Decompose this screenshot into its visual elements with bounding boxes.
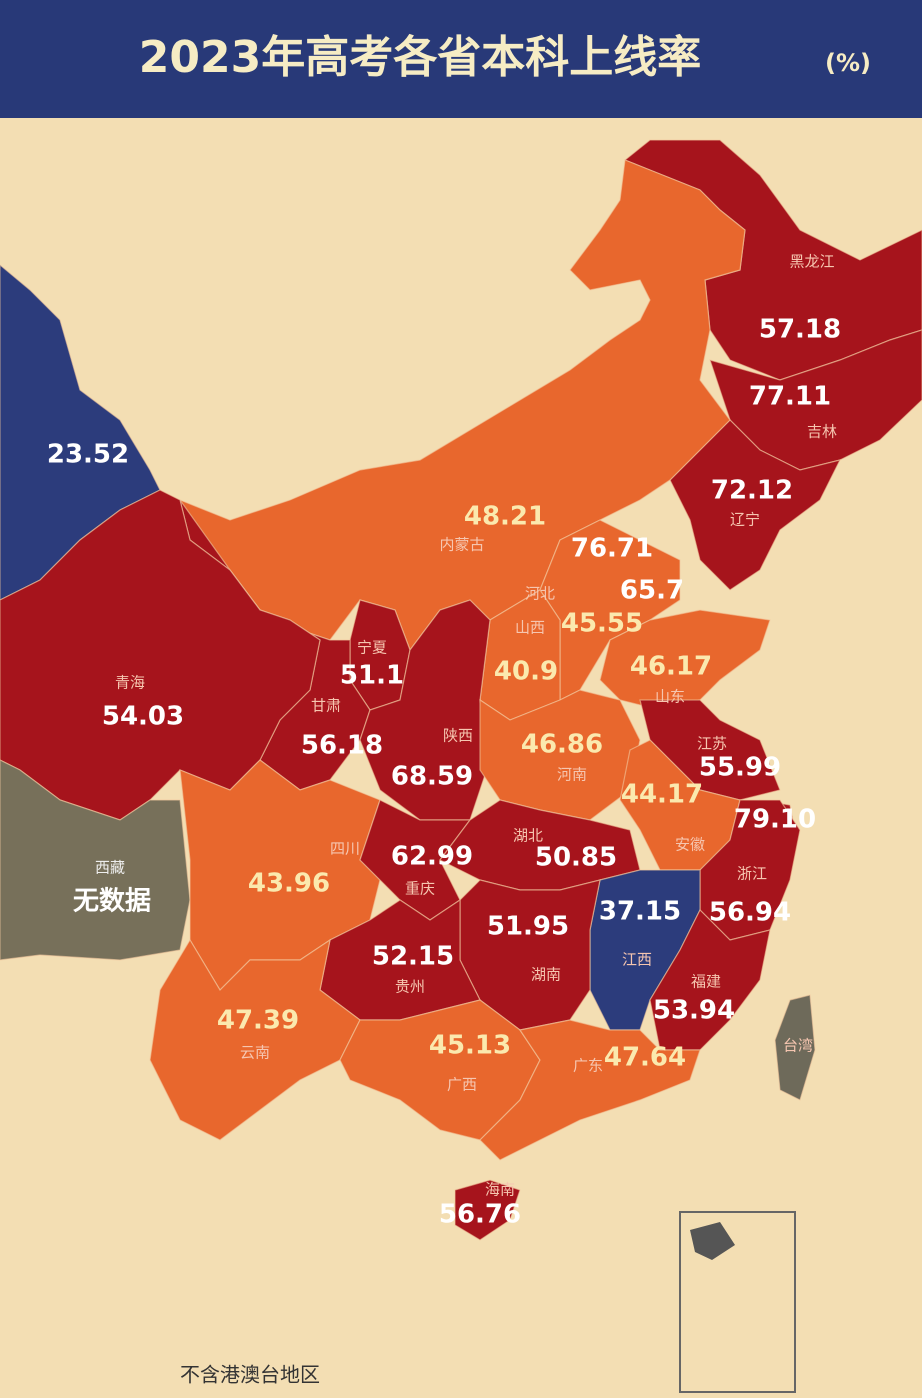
value-label: 77.11 bbox=[749, 382, 831, 412]
region-name: 西藏 bbox=[95, 859, 125, 877]
region-name: 辽宁 bbox=[730, 511, 760, 529]
value-label: 44.17 bbox=[621, 780, 703, 810]
region-name: 河南 bbox=[557, 766, 587, 784]
value-label: 47.64 bbox=[604, 1043, 686, 1073]
footnote: 不含港澳台地区 bbox=[180, 1363, 320, 1387]
value-label: 56.76 bbox=[439, 1200, 521, 1230]
region bbox=[599, 609, 771, 711]
inset-land bbox=[690, 1222, 735, 1260]
region-name: 贵州 bbox=[395, 978, 425, 996]
value-label: 37.15 bbox=[599, 897, 681, 927]
value-label: 53.94 bbox=[653, 996, 735, 1026]
region-name: 河北 bbox=[525, 585, 555, 603]
region-name: 湖北 bbox=[513, 827, 543, 845]
value-label: 45.55 bbox=[561, 609, 643, 639]
value-label: 45.13 bbox=[429, 1031, 511, 1061]
region-name: 黑龙江 bbox=[789, 253, 834, 271]
value-label: 46.86 bbox=[521, 730, 603, 760]
value-label: 55.99 bbox=[699, 753, 781, 783]
value-label: 51.1 bbox=[340, 661, 404, 691]
region-name: 青海 bbox=[115, 674, 145, 692]
region-name: 内蒙古 bbox=[439, 536, 484, 554]
value-label: 56.18 bbox=[301, 731, 383, 761]
value-label: 79.10 bbox=[734, 805, 816, 835]
value-label: 43.96 bbox=[248, 869, 330, 899]
value-label: 52.15 bbox=[372, 942, 454, 972]
value-label: 56.94 bbox=[709, 898, 791, 928]
region-name: 安徽 bbox=[675, 836, 705, 854]
value-label: 51.95 bbox=[487, 912, 569, 942]
labels: 黑龙江 57.18 吉林 77.11 辽宁 72.12 23.52 内蒙古 48.21 76.71… bbox=[47, 253, 841, 1230]
region bbox=[454, 1179, 521, 1241]
region-name: 宁夏 bbox=[357, 639, 387, 657]
region-name: 吉林 bbox=[807, 423, 837, 441]
header bbox=[0, 0, 922, 118]
value-label: 57.18 bbox=[759, 315, 841, 345]
value-label: 54.03 bbox=[102, 702, 184, 732]
value-label: 65.7 bbox=[620, 576, 684, 606]
value-label: 62.99 bbox=[391, 842, 473, 872]
region-name: 江西 bbox=[622, 951, 652, 969]
region bbox=[0, 759, 191, 961]
unit: (%) bbox=[825, 49, 871, 77]
region bbox=[669, 419, 842, 591]
region-name: 陕西 bbox=[443, 727, 473, 745]
region-name: 甘肃 bbox=[311, 697, 341, 715]
value-label: 47.39 bbox=[217, 1006, 299, 1036]
region-name: 广西 bbox=[447, 1076, 477, 1094]
region-name: 广东 bbox=[573, 1057, 603, 1075]
title: 2023年高考各省本科上线率 bbox=[139, 32, 701, 83]
value-label: 76.71 bbox=[571, 534, 653, 564]
value-label: 40.9 bbox=[494, 657, 558, 687]
value-label: 无数据 bbox=[73, 887, 151, 917]
region-name: 四川 bbox=[330, 840, 360, 858]
region-name: 重庆 bbox=[405, 880, 435, 898]
region bbox=[774, 994, 816, 1101]
region-name: 湖南 bbox=[531, 966, 561, 984]
value-label: 48.21 bbox=[464, 502, 546, 532]
value-label: 46.17 bbox=[630, 652, 712, 682]
value-label: 50.85 bbox=[535, 843, 617, 873]
region-name: 江苏 bbox=[697, 735, 727, 753]
region-name: 福建 bbox=[691, 973, 721, 991]
region-name: 山西 bbox=[515, 619, 545, 637]
region-name: 山东 bbox=[655, 688, 685, 706]
region bbox=[479, 1019, 701, 1161]
regions bbox=[0, 139, 922, 1241]
inset-frame bbox=[679, 1211, 796, 1393]
value-label: 23.52 bbox=[47, 440, 129, 470]
value-label: 68.59 bbox=[391, 762, 473, 792]
region-name: 浙江 bbox=[737, 865, 767, 883]
region-name: 台湾 bbox=[783, 1037, 813, 1055]
region-name: 海南 bbox=[485, 1181, 515, 1199]
value-label: 72.12 bbox=[711, 476, 793, 506]
region-name: 云南 bbox=[240, 1044, 270, 1062]
